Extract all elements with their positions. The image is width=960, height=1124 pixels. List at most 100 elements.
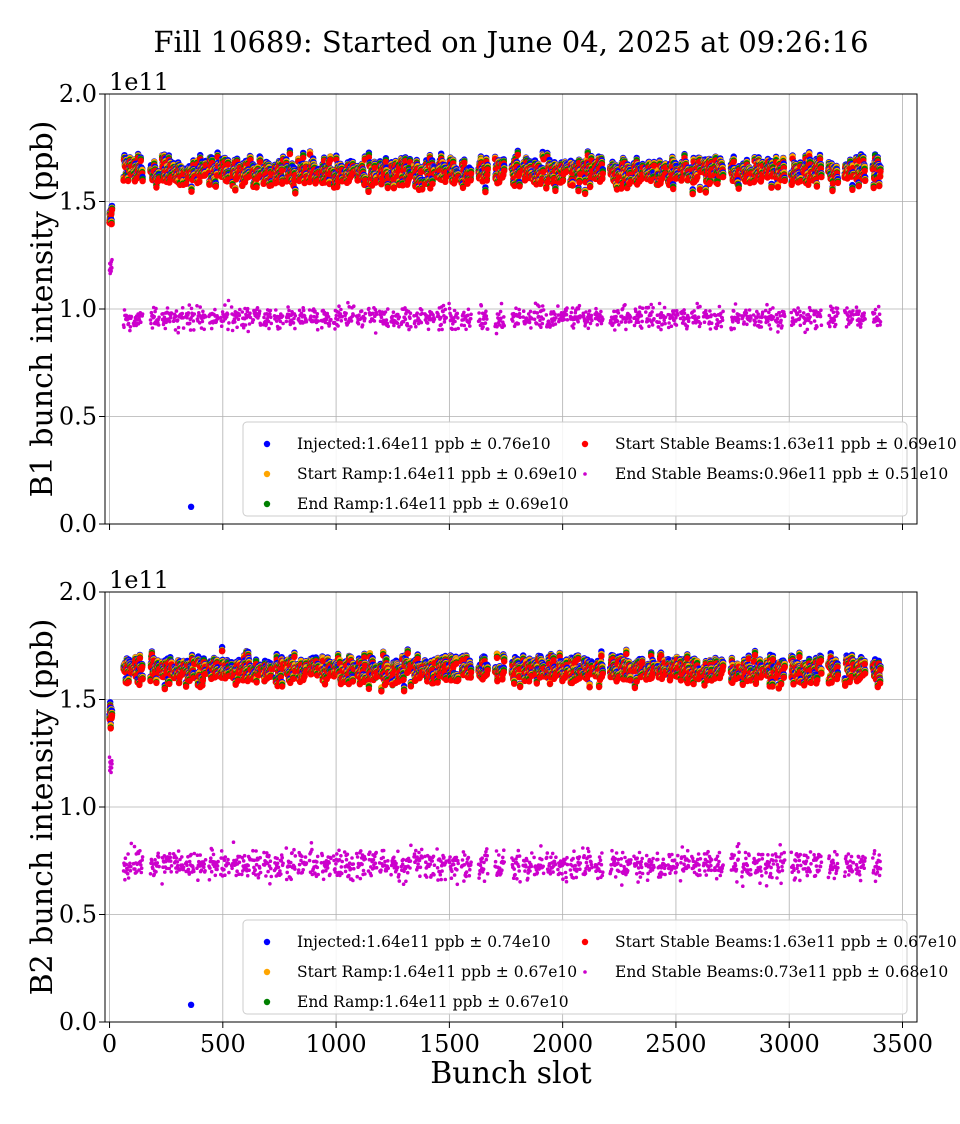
point-end-stable [327,315,331,319]
point-end-stable [647,325,651,329]
point-end-stable [695,302,699,306]
point-end-stable [518,312,522,316]
point-end-stable [447,302,451,306]
point-end-stable [188,322,192,326]
point-end-stable [398,315,402,319]
point-end-stable [683,312,687,316]
point-end-stable [675,323,679,327]
point-end-stable [554,316,558,320]
point-end-stable [128,329,132,333]
point-end-stable [542,308,546,312]
point-end-stable [601,317,605,321]
point-end-stable [456,316,460,320]
point-end-stable [426,321,430,325]
point-end-stable [408,317,412,321]
point-end-stable [440,328,444,332]
point-end-stable [149,322,153,326]
point-end-stable [339,308,343,312]
point-end-stable [414,325,418,329]
point-end-stable [246,307,250,311]
point-start-stable [138,158,144,164]
point-end-stable [415,311,419,315]
point-end-stable [478,318,482,322]
point-end-stable [357,322,361,326]
point-end-stable [442,304,446,308]
point-end-stable [462,311,466,315]
point-end-stable [246,330,250,334]
point-start-stable [576,179,582,185]
point-end-stable [480,304,484,308]
point-end-stable [571,306,575,310]
point-end-stable [157,316,161,320]
point-end-stable [192,328,196,332]
point-end-stable [195,304,199,308]
point-end-stable [651,323,655,327]
point-start-stable [153,184,159,190]
point-start-stable [334,184,340,190]
point-end-stable [336,324,340,328]
point-end-stable [576,320,580,324]
point-end-stable [367,307,371,311]
point-end-stable [316,319,320,323]
point-start-stable [468,177,474,183]
point-end-stable [484,321,488,325]
point-end-stable [409,325,413,329]
point-end-stable [337,304,341,308]
point-end-stable [127,322,131,326]
point-end-stable [469,317,473,321]
point-end-stable [298,309,302,313]
point-end-stable [227,321,231,325]
point-end-stable [637,320,641,324]
point-end-stable [444,308,448,312]
point-end-stable [252,318,256,322]
point-start-stable [569,182,575,188]
point-end-stable [320,326,324,330]
chart-title: Fill 10689: Started on June 04, 2025 at … [153,25,868,59]
point-end-stable [241,310,245,314]
point-start-stable [468,171,474,177]
point-end-stable [363,317,367,321]
point-end-stable [566,318,570,322]
point-end-stable [529,326,533,330]
point-end-stable [485,317,489,321]
point-start-stable [515,152,521,158]
point-end-stable [538,319,542,323]
point-end-stable [657,320,661,324]
point-end-stable [484,310,488,314]
point-end-stable [617,311,621,315]
point-end-stable [237,317,241,321]
point-start-stable [108,221,114,227]
point-end-stable [590,314,594,318]
point-end-stable [658,302,662,306]
point-start-stable [461,160,467,166]
point-end-stable [385,318,389,322]
point-end-stable [175,309,179,313]
point-end-stable [664,316,668,320]
point-start-stable [383,159,389,165]
point-end-stable [305,320,309,324]
point-end-stable [629,320,633,324]
point-end-stable [651,306,655,310]
point-end-stable [139,320,143,324]
point-end-stable [110,258,114,262]
point-end-stable [328,322,332,326]
point-end-stable [149,318,153,322]
point-start-stable [287,151,293,157]
point-end-stable [386,325,390,329]
point-end-stable [335,314,339,318]
point-end-stable [396,322,400,326]
point-end-stable [109,269,113,273]
point-end-stable [316,312,320,316]
point-end-stable [650,310,654,314]
point-end-stable [384,310,388,314]
point-end-stable [686,325,690,329]
point-end-stable [420,308,424,312]
point-end-stable [219,316,223,320]
point-end-stable [453,320,457,324]
point-end-stable [644,310,648,314]
point-end-stable [562,318,566,322]
point-end-stable [621,307,625,311]
